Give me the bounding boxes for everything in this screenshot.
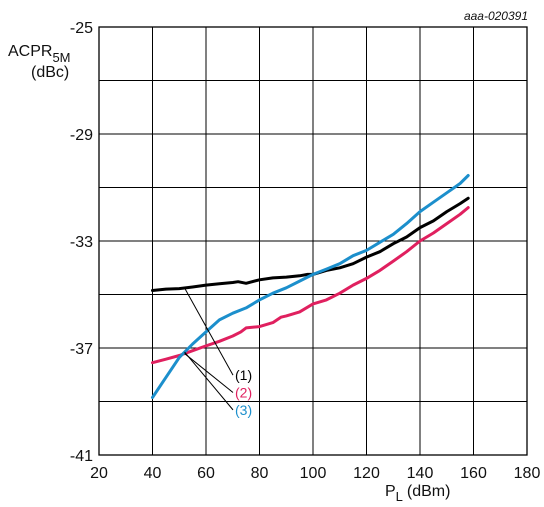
tick-labels: 20 40 60 80 100 120 140 160 180 -25 -29 -33 -37 -41: [70, 20, 541, 482]
label-leader-line: [184, 353, 234, 393]
x-tick-label: 120: [353, 465, 380, 482]
x-tick-label: 80: [251, 465, 269, 482]
figure-id-note: aaa-020391: [464, 9, 528, 23]
x-axis-label-sub: L: [396, 489, 403, 502]
series-label: (3): [235, 402, 252, 418]
y-tick-label: -25: [70, 20, 93, 37]
y-tick-label: -33: [70, 234, 93, 251]
series-label: (1): [235, 367, 252, 383]
y-tick-label: -29: [70, 127, 93, 144]
label-leader-line: [184, 351, 234, 411]
x-tick-label: 100: [300, 465, 327, 482]
y-axis-unit: (dBc): [31, 64, 69, 81]
series-line: [151, 174, 470, 399]
x-tick-label: 20: [90, 465, 108, 482]
axis-labels: ACPR5M (dBc) PL (dBm) aaa-020391: [8, 9, 528, 504]
series-line: [151, 206, 470, 365]
y-tick-label: -41: [70, 448, 93, 465]
label-leaders: (1)(2) (3): [184, 287, 252, 418]
x-axis-label-main: P: [385, 483, 396, 500]
plot-border: [98, 26, 528, 456]
series-line: [151, 196, 470, 292]
y-axis-label: ACPR5M: [8, 43, 71, 65]
y-tick-label: -37: [70, 341, 93, 358]
x-axis-label: PL (dBm): [385, 483, 450, 502]
plot-frame: [98, 26, 528, 456]
y-axis-label-main: ACPR: [8, 43, 52, 60]
x-tick-label: 40: [144, 465, 162, 482]
y-axis-label-sub: 5M: [52, 50, 70, 65]
grid: [99, 27, 527, 455]
label-leader-line: [184, 287, 234, 376]
x-tick-label: 180: [514, 465, 541, 482]
x-axis-label-unit: (dBm): [407, 483, 451, 500]
x-tick-label: 60: [197, 465, 215, 482]
x-tick-label: 140: [407, 465, 434, 482]
series-lines: [151, 174, 470, 399]
series-label: (2): [235, 384, 252, 400]
x-tick-label: 160: [460, 465, 487, 482]
